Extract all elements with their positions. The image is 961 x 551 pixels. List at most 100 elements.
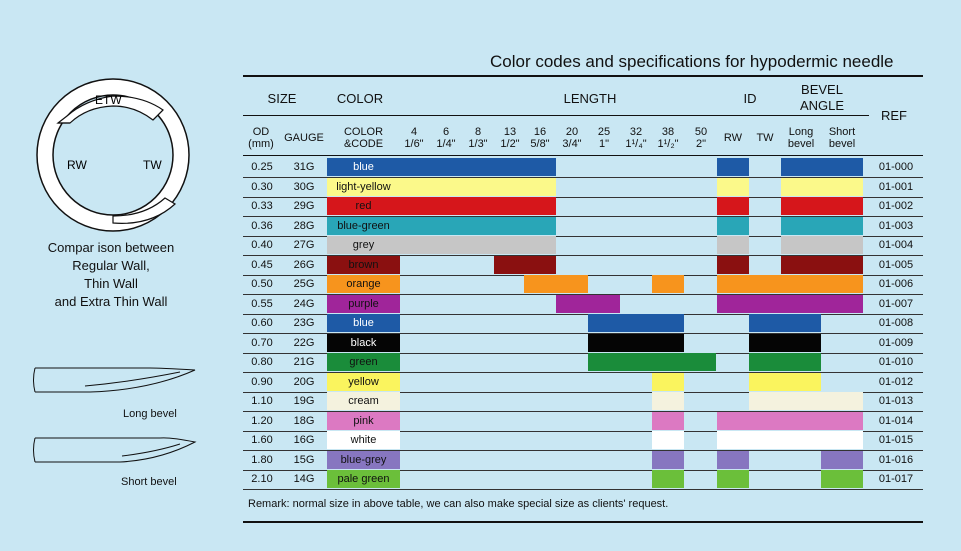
gauge-value: 28G [293, 219, 315, 232]
row-divider [243, 391, 923, 393]
short-bevel-bar [821, 470, 863, 488]
long-bevel-bar [781, 314, 821, 332]
table-row: 0.90 20G yellow 01-012 [243, 372, 923, 393]
length-bar-segment [684, 353, 716, 371]
length-header-7: 32 1¹/₄" [625, 126, 647, 150]
ref-value: 01-007 [878, 297, 914, 310]
od-value: 0.50 [251, 278, 273, 290]
ref-value: 01-009 [878, 336, 914, 349]
header-id: ID [743, 91, 757, 106]
gauge-value: 21G [293, 356, 315, 368]
length-bar-segment [524, 275, 556, 293]
od-value: 0.45 [251, 258, 273, 271]
gauge-value: 18G [293, 414, 315, 427]
length-bar-segment [430, 177, 462, 196]
id-tw-bar [749, 294, 781, 313]
gauge-value: 24G [293, 297, 315, 310]
length-bar-segment [588, 333, 620, 352]
length-header-1: 6 1/4" [436, 126, 456, 150]
short-bevel-bar [821, 411, 863, 430]
color-code: pale green [327, 470, 400, 488]
header-color: COLOR [336, 91, 384, 106]
length-header-6: 25 1" [597, 126, 611, 150]
length-bar-segment [462, 158, 494, 176]
id-rw-bar [717, 216, 749, 235]
gauge-value: 27G [293, 239, 315, 251]
id-tw-bar [749, 431, 781, 449]
row-divider [243, 235, 923, 237]
color-code: black [327, 333, 400, 352]
od-value: 0.90 [251, 375, 273, 388]
length-bar-segment [494, 197, 524, 215]
length-bar-segment [494, 255, 524, 274]
color-code: white [327, 431, 400, 449]
gauge-value: 22G [293, 336, 315, 349]
ref-value: 01-005 [878, 258, 914, 271]
table-row: 0.70 22G black 01-009 [243, 333, 923, 354]
row-divider [243, 411, 923, 412]
gauge-value: 29G [293, 200, 315, 212]
od-value: 0.55 [251, 297, 273, 310]
row-divider [243, 333, 923, 334]
short-bevel-bar [821, 236, 863, 254]
od-value: 2.10 [251, 473, 273, 485]
ref-value: 01-001 [878, 180, 914, 193]
length-bar-segment [494, 158, 524, 176]
id-tw-bar [749, 333, 781, 352]
subheader-od: OD (mm) [248, 126, 274, 150]
table-row: 0.33 29G red 01-002 [243, 197, 923, 217]
table-row: 2.10 14G pale green 01-017 [243, 470, 923, 490]
short-bevel-bar [821, 392, 863, 410]
gauge-value: 30G [293, 180, 315, 193]
length-bar-segment [524, 236, 556, 254]
table-row: 0.60 23G blue 01-008 [243, 314, 923, 334]
rw-label: RW [67, 158, 87, 172]
row-divider [243, 352, 923, 354]
length-bar-segment [398, 158, 430, 176]
color-code: brown [327, 255, 400, 274]
od-value: 0.60 [251, 317, 273, 329]
subheader-rw: RW [723, 132, 743, 144]
etw-label: ETW [95, 93, 122, 107]
length-bar-segment [524, 197, 556, 215]
length-bar-segment [398, 177, 430, 196]
table-row: 1.80 15G blue-grey 01-016 [243, 450, 923, 471]
table-row: 0.40 27G grey 01-004 [243, 236, 923, 256]
id-rw-bar [717, 450, 749, 469]
subheader-gauge: GAUGE [284, 132, 324, 144]
length-bar-segment [588, 353, 620, 371]
length-header-3: 13 1/2" [500, 126, 520, 150]
od-value: 0.36 [251, 219, 273, 232]
subheader-tw: TW [756, 132, 774, 144]
id-rw-bar [717, 294, 749, 313]
length-bar-segment [494, 216, 524, 235]
id-tw-bar [749, 275, 781, 293]
color-code: orange [327, 275, 400, 293]
color-code: green [327, 353, 400, 371]
length-bar-segment [652, 431, 684, 449]
gauge-value: 25G [293, 278, 315, 290]
id-rw-bar [717, 197, 749, 215]
id-rw-bar [717, 177, 749, 196]
long-bevel-label: Long bevel [123, 408, 177, 420]
row-divider [243, 372, 923, 373]
row-divider [243, 469, 923, 471]
od-value: 0.25 [251, 161, 273, 173]
table-row: 0.25 31G blue 01-000 [243, 158, 923, 178]
length-bar-segment [652, 392, 684, 410]
row-divider [243, 489, 923, 490]
header-length: LENGTH [563, 91, 617, 106]
table-row: 0.50 25G orange 01-006 [243, 275, 923, 295]
od-value: 0.40 [251, 239, 273, 251]
gauge-value: 19G [293, 395, 315, 407]
od-value: 1.60 [251, 434, 273, 446]
id-rw-bar [717, 431, 749, 449]
ref-value: 01-008 [878, 317, 914, 329]
short-bevel-bar [821, 255, 863, 274]
ref-value: 01-016 [878, 453, 914, 466]
id-rw-bar [717, 411, 749, 430]
row-divider [243, 450, 923, 451]
gauge-value: 14G [293, 473, 315, 485]
ref-value: 01-012 [878, 375, 914, 388]
header-ref: REF [881, 108, 907, 123]
